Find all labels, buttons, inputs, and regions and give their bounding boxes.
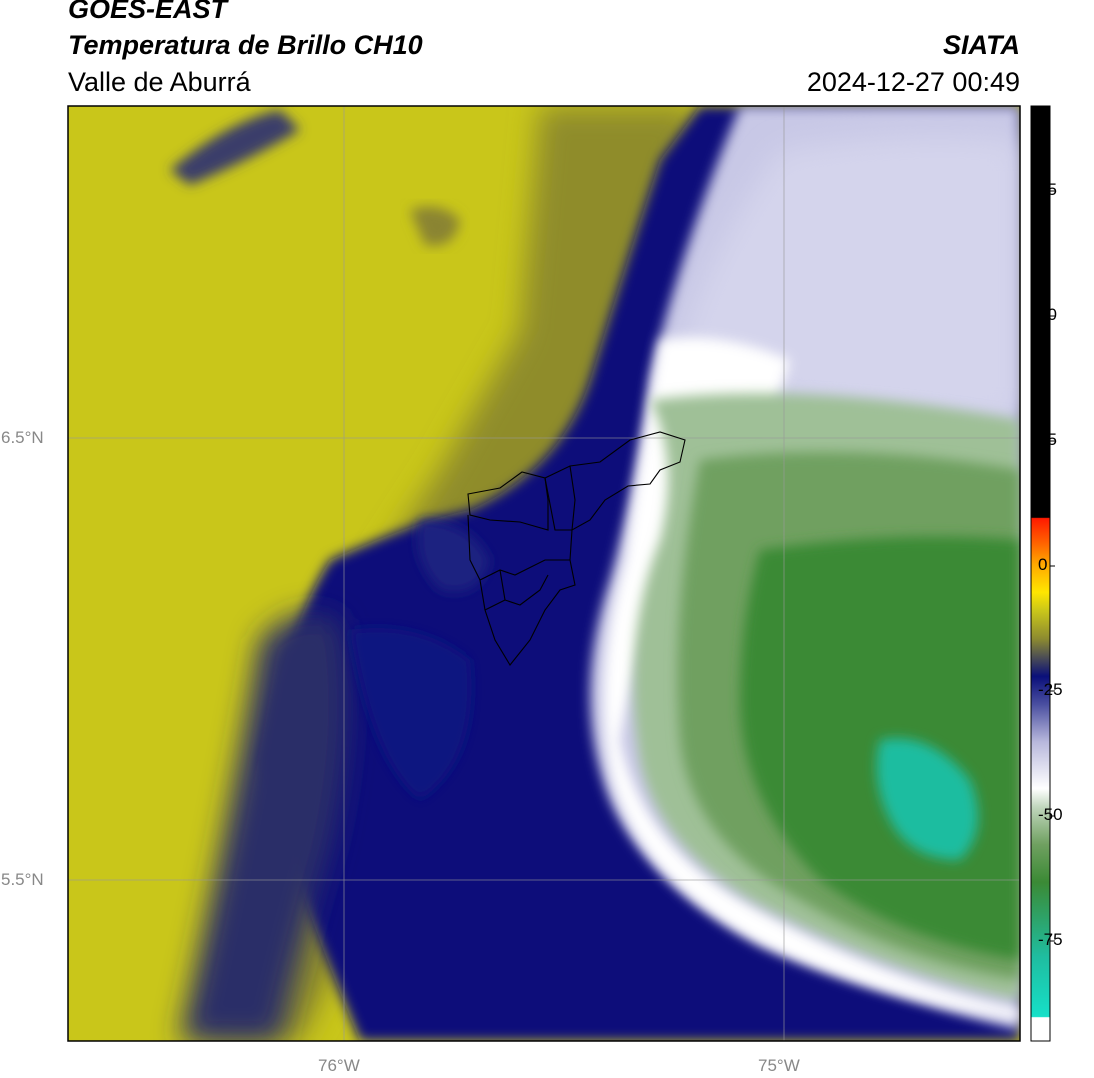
colorbar-label-neg50: -50 — [1038, 805, 1063, 824]
subtitle-region: Valle de Aburrá — [68, 67, 251, 97]
colorbar-tick-marks — [1050, 190, 1055, 942]
municipal-boundaries — [467, 431, 686, 666]
lat-label-5-5n: 5.5°N — [1, 870, 44, 889]
title-agency: SIATA — [943, 30, 1020, 60]
subtitle-datetime: 2024-12-27 00:49 — [806, 67, 1020, 97]
colorbar — [1030, 105, 1051, 1042]
title-satellite: GOES-EAST — [68, 0, 228, 24]
lon-label-76w: 76°W — [318, 1056, 360, 1075]
colorbar-label-25: 25 — [1038, 430, 1057, 449]
temperature-field — [68, 106, 1020, 1041]
colorbar-label-50: 50 — [1038, 305, 1057, 324]
colorbar-label-0: 0 — [1038, 555, 1048, 574]
title-product: Temperatura de Brillo CH10 — [68, 30, 423, 60]
map-frame — [67, 105, 1021, 1042]
lat-label-6-5n: 6.5°N — [1, 428, 44, 447]
colorbar-label-neg75: -75 — [1038, 930, 1063, 949]
colorbar-label-neg25: -25 — [1038, 680, 1063, 699]
colorbar-label-75: 75 — [1038, 180, 1057, 199]
graticule — [68, 106, 1020, 1041]
lon-label-75w: 75°W — [758, 1056, 800, 1075]
